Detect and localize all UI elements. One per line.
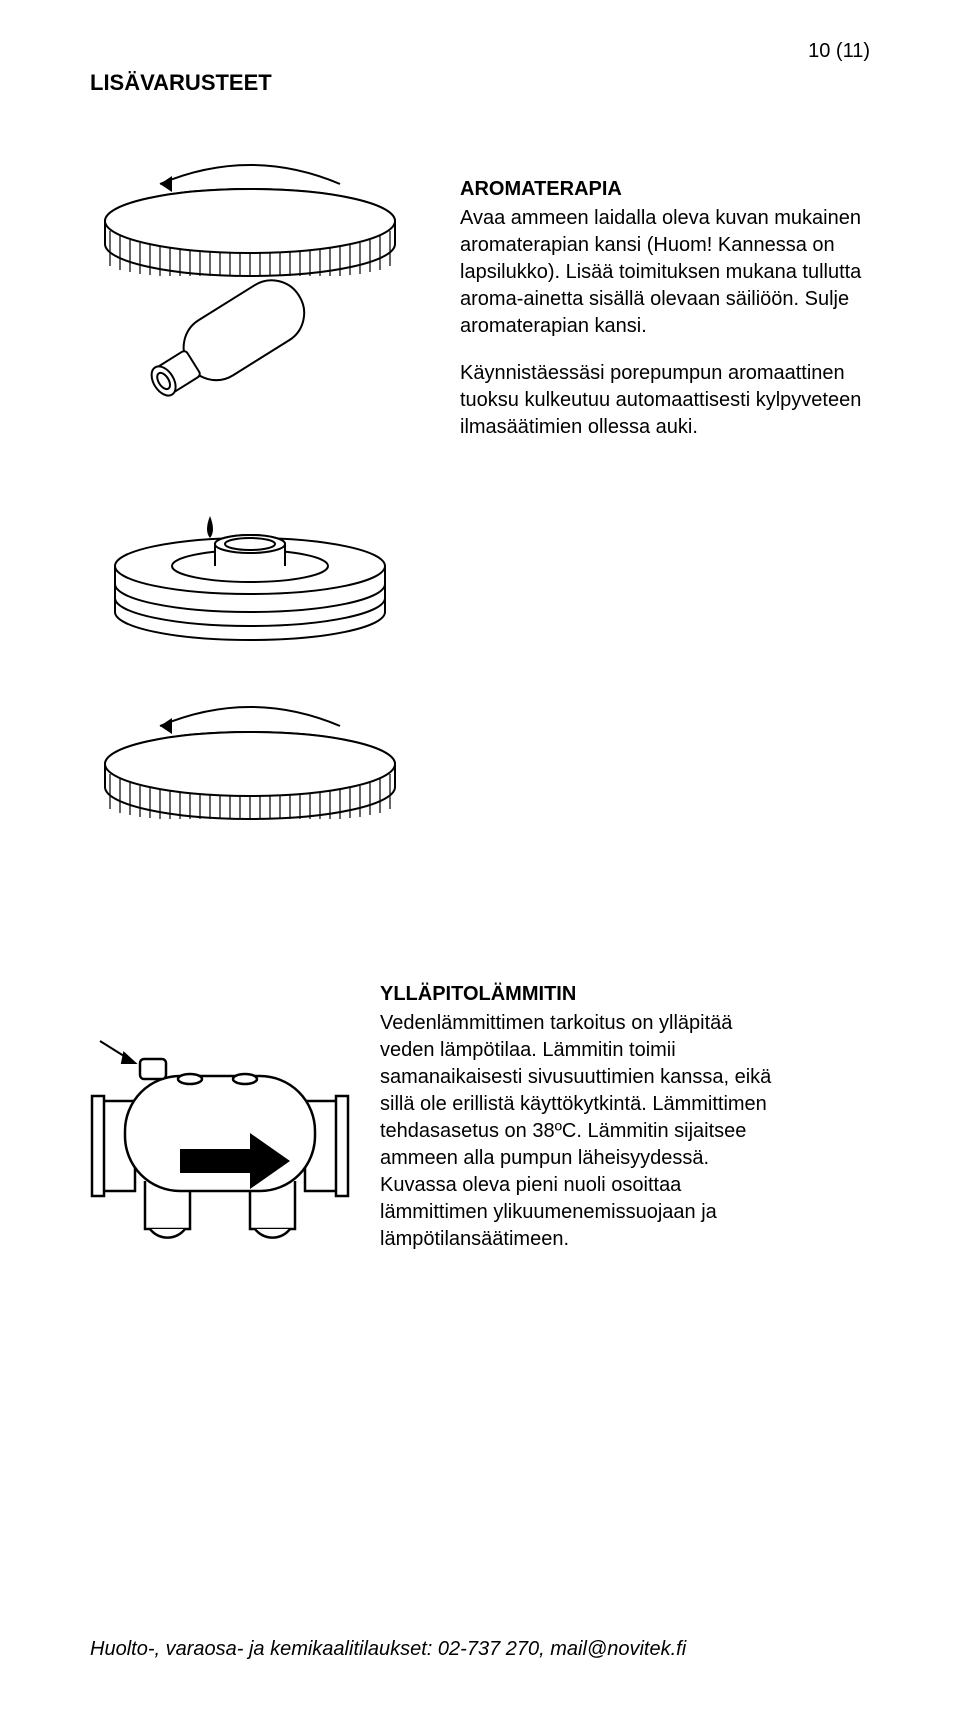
heater-para1: Vedenlämmittimen tarkoitus on ylläpitää … xyxy=(380,1010,790,1253)
heater-text: YLLÄPITOLÄMMITIN Vedenlämmittimen tarkoi… xyxy=(380,981,870,1253)
aroma-subtitle: AROMATERAPIA xyxy=(460,176,870,203)
page-number: 10 (11) xyxy=(808,40,870,63)
heater-subtitle: YLLÄPITOLÄMMITIN xyxy=(380,981,790,1008)
aroma-para1: Avaa ammeen laidalla oleva kuvan mukaine… xyxy=(460,205,870,340)
aroma-diagram xyxy=(90,136,430,861)
aroma-para2: Käynnistäessäsi porepumpun aromaattinen … xyxy=(460,360,870,441)
section-heater: YLLÄPITOLÄMMITIN Vedenlämmittimen tarkoi… xyxy=(90,981,870,1253)
footer: Huolto-, varaosa- ja kemikaalitilaukset:… xyxy=(90,1638,686,1661)
page-title: LISÄVARUSTEET xyxy=(90,70,870,96)
aroma-text: AROMATERAPIA Avaa ammeen laidalla oleva … xyxy=(460,136,870,461)
section-aromatherapy: AROMATERAPIA Avaa ammeen laidalla oleva … xyxy=(90,136,870,861)
heater-diagram xyxy=(90,981,350,1246)
